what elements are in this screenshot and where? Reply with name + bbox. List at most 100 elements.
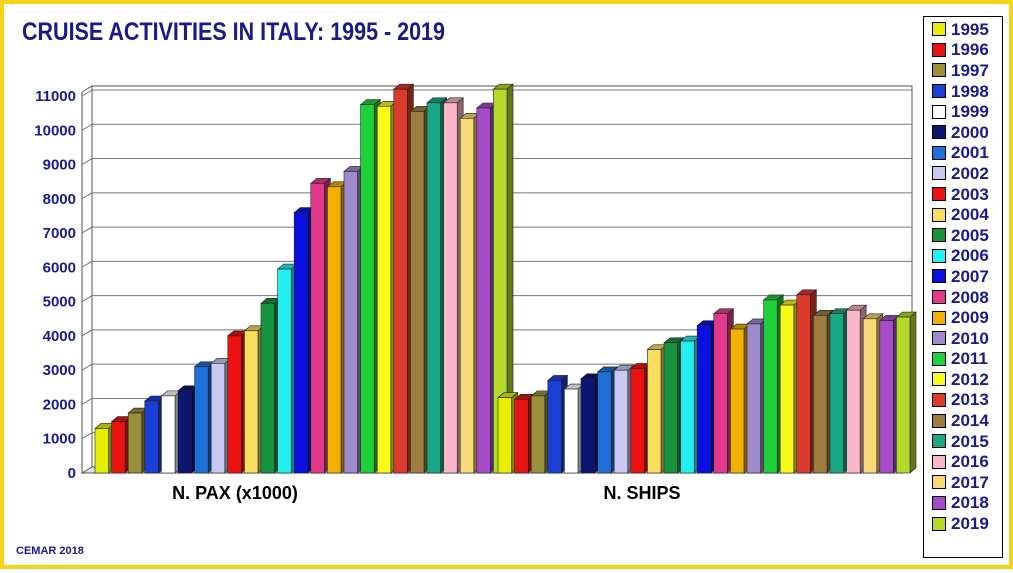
legend-swatch	[932, 310, 946, 325]
bar	[779, 304, 795, 474]
legend-label: 1999	[951, 102, 989, 122]
legend-label: 1998	[951, 81, 989, 101]
gridline-side	[81, 295, 93, 303]
bar	[879, 320, 894, 474]
bar	[161, 395, 176, 474]
legend-swatch	[932, 516, 946, 531]
y-tick-label: 8000	[43, 191, 76, 208]
legend-swatch	[932, 372, 946, 387]
legend-label: 2006	[951, 246, 989, 266]
bar	[564, 388, 579, 474]
gridline-side	[81, 363, 93, 371]
bar	[630, 368, 645, 474]
gridline-side	[81, 192, 93, 200]
bar	[647, 349, 662, 474]
bar	[746, 323, 761, 474]
bar	[376, 105, 392, 474]
legend-item: 2014	[924, 410, 1002, 431]
bar	[730, 328, 745, 474]
legend-label: 2012	[951, 369, 989, 389]
legend-swatch	[932, 454, 946, 469]
legend-swatch	[932, 331, 946, 346]
legend-label: 2015	[951, 431, 989, 451]
bar	[580, 378, 595, 474]
legend-item: 2004	[924, 204, 1002, 225]
legend-item: 2010	[924, 328, 1002, 349]
bar	[94, 428, 109, 474]
bar	[547, 380, 562, 474]
legend-item: 2002	[924, 163, 1002, 184]
legend-label: 1996	[951, 40, 989, 60]
x-category-label: N. PAX (x1000)	[172, 483, 298, 503]
legend-label: 2013	[951, 390, 989, 410]
bar	[680, 340, 695, 474]
bar	[127, 412, 143, 474]
legend-swatch	[932, 413, 946, 428]
bar	[813, 315, 828, 474]
y-tick-label: 9000	[43, 157, 76, 174]
bar	[343, 171, 358, 474]
gridline-side	[81, 226, 93, 234]
legend-label: 2003	[951, 184, 989, 204]
legend-item: 2003	[924, 184, 1002, 205]
y-tick-label: 7000	[43, 225, 76, 242]
bar	[696, 325, 712, 474]
y-tick-label: 4000	[43, 328, 76, 345]
bar	[177, 390, 192, 474]
bar	[393, 88, 408, 474]
gridline-side	[81, 89, 93, 97]
legend-item: 2016	[924, 451, 1002, 472]
legend-label: 2000	[951, 122, 989, 142]
legend-swatch	[932, 434, 946, 449]
bar	[227, 335, 242, 474]
bar	[443, 102, 458, 474]
gridline-side	[81, 432, 93, 440]
bar	[862, 318, 878, 474]
legend-item: 2006	[924, 246, 1002, 267]
bar	[410, 111, 425, 474]
legend-label: 2019	[951, 514, 989, 534]
y-tick-label: 1000	[43, 431, 76, 448]
bar	[327, 186, 342, 474]
bar	[260, 303, 275, 474]
legend-item: 1996	[924, 40, 1002, 61]
bar	[613, 369, 629, 474]
bar-side	[909, 311, 917, 474]
y-tick-label: 6000	[43, 259, 76, 276]
bar	[763, 299, 778, 474]
legend-item: 2009	[924, 307, 1002, 328]
legend-item: 1995	[924, 19, 1002, 40]
bar	[713, 313, 728, 474]
y-tick-label: 10000	[34, 122, 76, 139]
bar	[896, 316, 911, 474]
legend-swatch	[932, 248, 946, 263]
gridline-side	[81, 123, 93, 131]
bar	[796, 294, 811, 474]
y-axis-top-edge	[81, 85, 93, 93]
y-tick-label: 3000	[43, 362, 76, 379]
bar	[829, 313, 844, 474]
legend-item: 2000	[924, 122, 1002, 143]
legend-label: 2008	[951, 287, 989, 307]
legend-label: 2016	[951, 452, 989, 472]
legend-item: 2001	[924, 143, 1002, 164]
bar	[514, 399, 529, 474]
legend-item: 2012	[924, 369, 1002, 390]
legend: 1995 1996 1997 1998 1999 2000 2001 2002 2003 2004…	[923, 16, 1003, 558]
bar	[210, 363, 226, 474]
legend-swatch	[932, 495, 946, 510]
bar	[293, 212, 309, 474]
y-tick-label: 2000	[43, 396, 76, 413]
legend-item: 2005	[924, 225, 1002, 246]
legend-label: 1995	[951, 19, 989, 39]
legend-swatch	[932, 290, 946, 305]
y-tick-label: 5000	[43, 294, 76, 311]
x-category-label: N. SHIPS	[603, 483, 680, 503]
bar	[476, 107, 491, 474]
bar	[244, 330, 259, 474]
legend-item: 2019	[924, 513, 1002, 534]
bar-chart: 0 1000 2000 3000 4000 5000 6000 7000 8000 9000 100…	[34, 83, 917, 503]
bar	[426, 102, 441, 474]
legend-swatch	[932, 228, 946, 243]
